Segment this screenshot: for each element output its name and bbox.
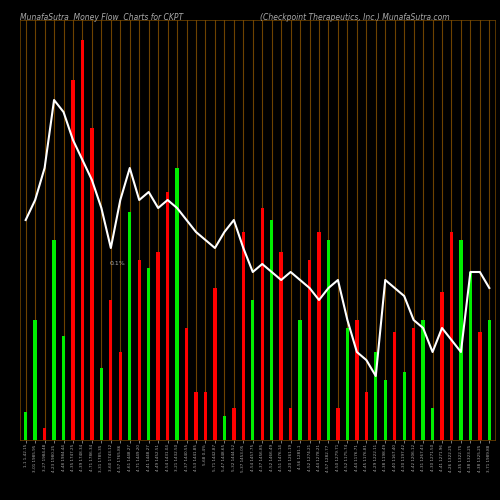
Bar <box>156 252 160 440</box>
Bar <box>214 288 216 440</box>
Bar <box>204 392 207 440</box>
Bar <box>478 332 482 440</box>
Text: (Checkpoint Therapeutics, Inc.) MunafaSutra.com: (Checkpoint Therapeutics, Inc.) MunafaSu… <box>260 12 450 22</box>
Bar <box>72 80 74 440</box>
Bar <box>109 300 112 440</box>
Bar <box>422 320 424 440</box>
Bar <box>355 320 358 440</box>
Text: 0.1%: 0.1% <box>110 261 125 266</box>
Bar <box>412 328 416 440</box>
Bar <box>147 268 150 440</box>
Bar <box>128 212 132 440</box>
Bar <box>242 232 245 440</box>
Bar <box>185 328 188 440</box>
Bar <box>440 292 444 440</box>
Bar <box>260 208 264 440</box>
Bar <box>336 408 340 440</box>
Bar <box>222 416 226 440</box>
Bar <box>374 352 378 440</box>
Text: MunafaSutra  Money Flow  Charts for CKPT: MunafaSutra Money Flow Charts for CKPT <box>20 12 183 22</box>
Bar <box>43 428 46 440</box>
Bar <box>327 240 330 440</box>
Bar <box>118 352 122 440</box>
Bar <box>460 240 462 440</box>
Bar <box>138 260 141 440</box>
Bar <box>176 168 178 440</box>
Bar <box>24 412 28 440</box>
Bar <box>270 220 274 440</box>
Bar <box>232 408 235 440</box>
Bar <box>488 320 491 440</box>
Bar <box>450 232 453 440</box>
Bar <box>90 128 94 440</box>
Bar <box>34 320 37 440</box>
Bar <box>298 320 302 440</box>
Bar <box>52 240 56 440</box>
Bar <box>289 408 292 440</box>
Bar <box>468 272 472 440</box>
Bar <box>318 232 320 440</box>
Bar <box>251 300 254 440</box>
Bar <box>100 368 103 440</box>
Bar <box>431 408 434 440</box>
Bar <box>81 40 84 440</box>
Bar <box>364 392 368 440</box>
Bar <box>308 260 311 440</box>
Bar <box>166 192 170 440</box>
Bar <box>194 392 198 440</box>
Bar <box>402 372 406 440</box>
Bar <box>62 336 65 440</box>
Bar <box>384 380 387 440</box>
Bar <box>346 328 349 440</box>
Bar <box>280 252 283 440</box>
Bar <box>393 332 396 440</box>
